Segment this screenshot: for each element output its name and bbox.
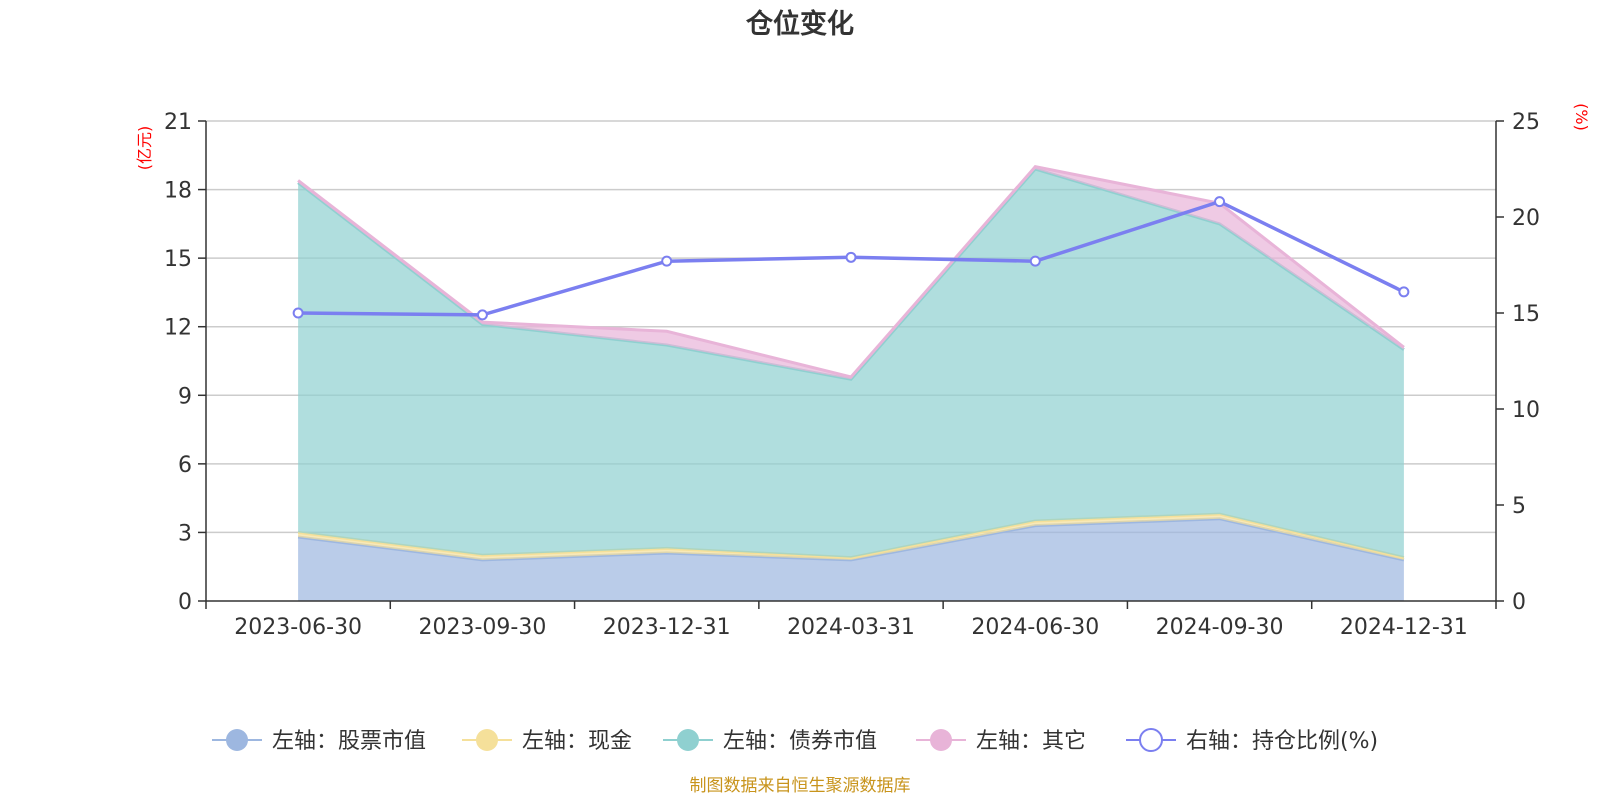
right-tick-label-25: 25 bbox=[1512, 110, 1540, 135]
chart-title: 仓位变化 bbox=[745, 8, 854, 40]
right-axis-unit: (%) bbox=[1572, 103, 1591, 131]
ratio-point-5 bbox=[1214, 196, 1226, 208]
series-lines bbox=[292, 196, 1410, 321]
x-tick-label-5: 2024-09-30 bbox=[1156, 615, 1284, 640]
right-tick-label-20: 20 bbox=[1512, 206, 1540, 231]
left-tick-label-15: 15 bbox=[164, 247, 192, 272]
ratio-point-2 bbox=[661, 255, 673, 267]
left-axis-unit: (亿元) bbox=[135, 126, 154, 171]
x-tick-label-6: 2024-12-31 bbox=[1340, 615, 1468, 640]
right-tick-label-5: 5 bbox=[1512, 494, 1526, 519]
ratio-point-0 bbox=[292, 307, 304, 319]
area-series-0 bbox=[298, 518, 1404, 601]
legend-marker-2 bbox=[677, 729, 699, 751]
left-tick-label-0: 0 bbox=[178, 590, 192, 615]
legend[interactable]: 左轴：股票市值 左轴：现金 左轴：债券市值 左轴：其它 右轴：持仓比例(%) bbox=[212, 728, 1378, 754]
left-tick-label-9: 9 bbox=[178, 384, 192, 409]
x-tick-label-4: 2024-06-30 bbox=[971, 615, 1099, 640]
legend-label-3: 左轴：其它 bbox=[976, 729, 1086, 754]
left-tick-label-12: 12 bbox=[164, 316, 192, 341]
x-tick-label-3: 2024-03-31 bbox=[787, 615, 915, 640]
legend-label-1: 左轴：现金 bbox=[522, 729, 632, 754]
ratio-point-1 bbox=[476, 309, 488, 321]
legend-label-2: 左轴：债券市值 bbox=[723, 729, 877, 754]
left-tick-label-3: 3 bbox=[178, 521, 192, 546]
ratio-point-4 bbox=[1029, 255, 1041, 267]
left-tick-label-6: 6 bbox=[178, 453, 192, 478]
legend-marker-1 bbox=[476, 729, 498, 751]
source-note: 制图数据来自恒生聚源数据库 bbox=[690, 776, 911, 796]
right-tick-label-0: 0 bbox=[1512, 590, 1526, 615]
area-series-2 bbox=[298, 169, 1404, 558]
left-tick-label-21: 21 bbox=[164, 110, 192, 135]
ratio-point-3 bbox=[845, 251, 857, 263]
ratio-point-6 bbox=[1398, 286, 1410, 298]
legend-marker-4 bbox=[1139, 728, 1163, 752]
x-tick-label-0: 2023-06-30 bbox=[234, 615, 362, 640]
legend-marker-3 bbox=[930, 729, 952, 751]
x-tick-label-2: 2023-12-31 bbox=[603, 615, 731, 640]
x-tick-label-1: 2023-09-30 bbox=[418, 615, 546, 640]
left-tick-label-18: 18 bbox=[164, 179, 192, 204]
axes: 0 3 6 9 12 15 18 21 0 5 10 15 20 25 2023-06-30 2023-09-… bbox=[164, 110, 1540, 640]
right-tick-label-15: 15 bbox=[1512, 302, 1540, 327]
legend-label-4: 右轴：持仓比例(%) bbox=[1186, 729, 1378, 754]
right-tick-label-10: 10 bbox=[1512, 398, 1540, 423]
legend-label-0: 左轴：股票市值 bbox=[272, 729, 426, 754]
stacked-areas bbox=[297, 165, 1405, 601]
legend-marker-0 bbox=[226, 729, 248, 751]
